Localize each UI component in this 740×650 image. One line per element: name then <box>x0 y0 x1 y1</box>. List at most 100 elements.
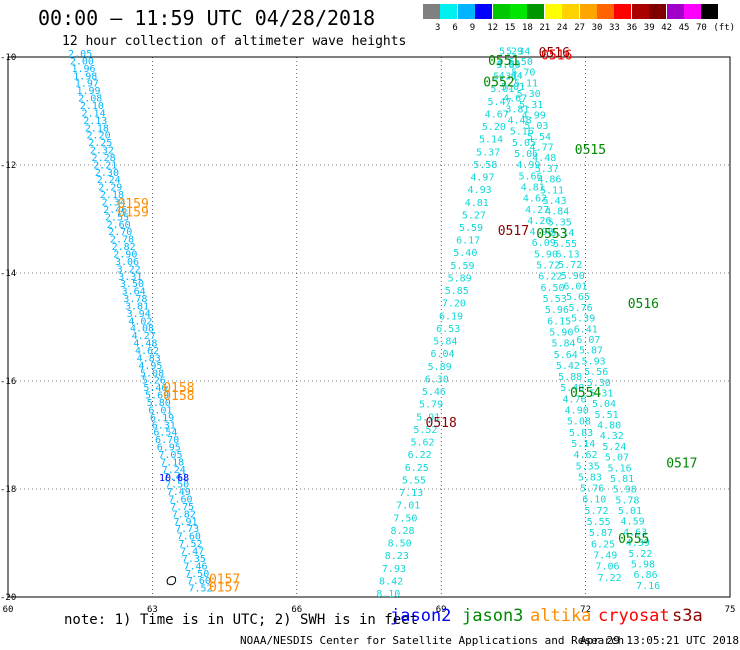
swh-value-track: 4.76 <box>562 394 586 405</box>
y-tick-label: -18 <box>0 485 16 495</box>
colorbar-swatch <box>597 4 614 19</box>
colorbar-label: 33 <box>609 23 620 33</box>
swh-value-track: 4.26 <box>527 216 551 227</box>
swh-value-track: 5.81 <box>610 474 634 485</box>
swh-value-jason2: 2.30 <box>95 168 119 179</box>
swh-value-track: 5.04 <box>592 399 616 410</box>
colorbar-label: 9 <box>469 23 476 33</box>
swh-value-jason2: 3.81 <box>125 301 149 312</box>
swh-value-track: 7.93 <box>382 564 406 575</box>
legend-jason2: jason2 <box>390 606 452 626</box>
swh-value-track: 6.15 <box>547 316 571 327</box>
swh-value-track: 5.65 <box>566 292 590 303</box>
swh-value-track: 5.52 <box>413 425 437 436</box>
swh-value-track: 7.13 <box>399 488 423 499</box>
colorbar-label: 6 <box>452 23 458 33</box>
swh-value-track: 4.77 <box>530 143 554 154</box>
units-note: note: 1) Time is in UTC; 2) SWH is in fe… <box>64 612 419 628</box>
swh-value-track: 8.23 <box>385 551 409 562</box>
colorbar-label: 24 <box>556 23 568 33</box>
swh-value-track: 5.59 <box>459 223 483 234</box>
swh-value-track: 5.16 <box>608 463 632 474</box>
swh-value-track: 5.90 <box>534 249 558 260</box>
pass-time-label: 0555 <box>618 532 649 547</box>
swh-value-track: 5.30 <box>587 378 611 389</box>
swh-value-track: 6.07 <box>576 335 600 346</box>
pass-time-label: 0516 <box>539 46 570 61</box>
pass-time-label: 0552 <box>483 76 514 91</box>
colorbar-label: 39 <box>643 23 655 33</box>
swh-value-track: 5.54 <box>527 132 551 143</box>
swh-value-jason2: 2.28 <box>92 153 116 164</box>
y-tick-label: -12 <box>0 161 16 171</box>
swh-value-jason2: 7.60 <box>187 576 211 587</box>
swh-value-track: 5.20 <box>482 122 506 133</box>
swh-value-track: 4.93 <box>468 185 492 196</box>
pass-time-label: 0159 <box>117 205 148 220</box>
swh-value-jason2: 7.24 <box>162 465 186 476</box>
swh-value-jason2: 7.73 <box>175 524 199 535</box>
swh-value-track: 4.39 <box>626 538 650 549</box>
swh-value-jason2: 5.26 <box>142 376 166 387</box>
colorbar-swatch <box>684 4 701 19</box>
colorbar-swatch <box>440 4 458 19</box>
swh-value-track: 5.76 <box>569 303 593 314</box>
swh-value-jason2: 2.82 <box>112 242 136 253</box>
swh-value-jason2: 2.10 <box>80 101 104 112</box>
colorbar-label: 21 <box>539 23 551 33</box>
swh-value-track: 6.50 <box>540 283 564 294</box>
swh-value-track: 4.86 <box>537 175 561 186</box>
swh-value-jason2: 7.18 <box>160 457 184 468</box>
swh-value-track: 5.34 <box>506 46 530 57</box>
swh-value-jason2: 7.41 <box>163 472 187 483</box>
swh-value-jason2: 2.00 <box>70 56 94 67</box>
swh-value-track: 5.55 <box>402 475 426 486</box>
swh-value-track: 7.01 <box>396 501 420 512</box>
colorbar-swatch <box>475 4 493 19</box>
swh-value-track: 5.93 <box>582 356 606 367</box>
swh-value-track: 5.08 <box>567 417 591 428</box>
swh-value-track: 6.22 <box>408 450 432 461</box>
x-tick-label: 69 <box>436 605 447 615</box>
swh-value-track: 5.89 <box>448 273 472 284</box>
swh-value-jason2: 1.96 <box>71 64 95 75</box>
colorbar-label: 27 <box>574 23 586 33</box>
swh-value-jason2: 6.19 <box>150 413 174 424</box>
swh-value-track: 5.14 <box>550 228 574 239</box>
swh-value-jason2: 5.46 <box>143 383 167 394</box>
swh-value-track: 5.01 <box>490 84 514 95</box>
swh-value-track: 5.76 <box>580 484 604 495</box>
swh-value-track: 4.62 <box>523 194 547 205</box>
pass-time-label: 0516 <box>628 297 659 312</box>
swh-value-jason2: 7.75 <box>170 502 194 513</box>
swh-value-track: 5.31 <box>493 72 517 83</box>
y-tick-label: -14 <box>0 269 16 279</box>
swh-value-jason2: 7.91 <box>173 517 197 528</box>
pass-time-label: 0157 <box>209 573 240 588</box>
swh-value-jason2: 7.05 <box>158 450 182 461</box>
pass-time-label: 0517 <box>666 456 697 471</box>
swh-value-jason2: 7.46 <box>183 561 207 572</box>
swh-value-track: 5.01 <box>618 506 642 517</box>
swh-value-track: 5.72 <box>584 506 608 517</box>
swh-value-track: 4.99 <box>522 110 546 121</box>
swh-value-track: 4.63 <box>623 527 647 538</box>
swh-value-track: 6.19 <box>439 311 463 322</box>
colorbar-label: (ft) <box>713 23 736 33</box>
swh-value-jason2: 1.98 <box>73 71 97 82</box>
swh-value-track: 5.87 <box>579 346 603 357</box>
swh-value-track: 5.39 <box>571 314 595 325</box>
colorbar-swatch <box>423 4 440 19</box>
swh-value-track: 5.01 <box>501 82 525 93</box>
swh-value-track: 5.84 <box>551 339 575 350</box>
swh-value-jason2: 4.83 <box>137 353 161 364</box>
swh-value-jason2: 2.08 <box>78 94 102 105</box>
pass-time-label: 0554 <box>570 386 601 401</box>
swh-value-jason2: 6.70 <box>155 435 179 446</box>
swh-value-track: 5.89 <box>428 362 452 373</box>
legend-jason3: jason3 <box>462 606 524 626</box>
swh-value-jason2: 2.70 <box>108 227 132 238</box>
pass-time-label: 0516 <box>541 49 572 64</box>
swh-value-jason2: 2.29 <box>98 183 122 194</box>
